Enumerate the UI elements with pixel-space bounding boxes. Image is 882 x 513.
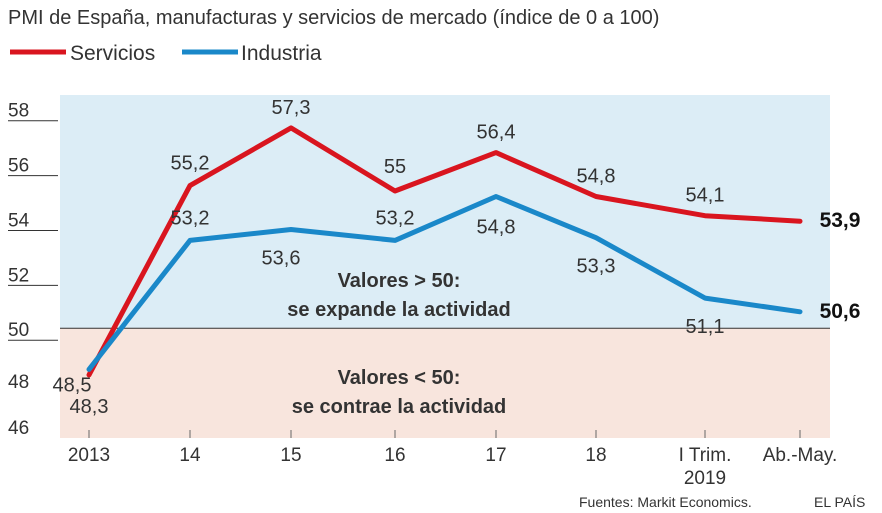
data-label-industria: 50,6 [820,300,861,323]
data-label-servicios: 54,8 [577,166,616,188]
data-label-servicios: 55 [384,156,406,178]
series-line-servicios [86,125,803,378]
contraction-label-line2: se contrae la actividad [292,396,507,418]
data-label-industria: 53,6 [262,247,301,269]
y-tick-label: 56 [8,156,29,177]
y-axis: 46 48 50 52 54 56 58 [8,101,58,439]
x-tick-label: 18 [585,445,606,466]
y-tick-label: 54 [8,210,30,231]
y-tick-label: 58 [8,101,29,122]
x-tick-label: 15 [280,445,301,466]
data-label-industria: 53,2 [376,207,415,229]
x-axis: 2013 14 15 16 17 18 I Trim.2019 Ab.-May. [68,430,837,489]
legend-label-servicios: Servicios [70,42,155,65]
data-label-industria: 51,1 [686,316,725,338]
source-note: Fuentes: Markit Economics. [579,494,752,510]
data-label-servicios: 54,1 [686,185,725,207]
expansion-zone [60,95,830,329]
x-tick-sublabel: 2019 [684,468,726,489]
data-label-servicios: 55,2 [171,153,210,175]
y-tick-label: 48 [8,372,29,393]
series-layer: 48,3 55,2 57,3 55 56,4 54,8 54,1 53,9 48,5 53,2 53… [53,97,861,418]
data-label-servicios: 48,3 [70,396,109,418]
data-label-servicios: 53,9 [820,209,861,232]
contraction-zone [60,328,830,438]
data-label-servicios: 56,4 [477,122,516,144]
x-tick-label: 14 [179,445,201,466]
chart-title: PMI de España, manufacturas y servicios … [8,7,659,29]
expansion-label-line1: Valores > 50: [338,270,461,292]
data-label-servicios: 57,3 [272,97,311,119]
contraction-label-line1: Valores < 50: [338,367,461,389]
data-label-industria: 48,5 [53,374,92,396]
x-tick-label: 17 [485,445,506,466]
data-label-industria: 53,3 [577,256,616,278]
data-label-industria: 54,8 [477,217,516,239]
brand-label: EL PAÍS [814,494,865,510]
y-tick-label: 46 [8,418,29,439]
data-label-industria: 53,2 [171,207,210,229]
legend-label-industria: Industria [241,42,322,65]
x-tick-label: 2013 [68,445,110,466]
x-tick-label: I Trim. [679,445,732,466]
expansion-label-line2: se expande la actividad [287,299,510,321]
x-tick-label: Ab.-May. [763,445,838,466]
y-tick-label: 50 [8,320,29,341]
y-tick-label: 52 [8,265,29,286]
x-tick-label: 16 [384,445,405,466]
series-line-industria [86,194,803,372]
legend: Servicios Industria [10,42,322,65]
